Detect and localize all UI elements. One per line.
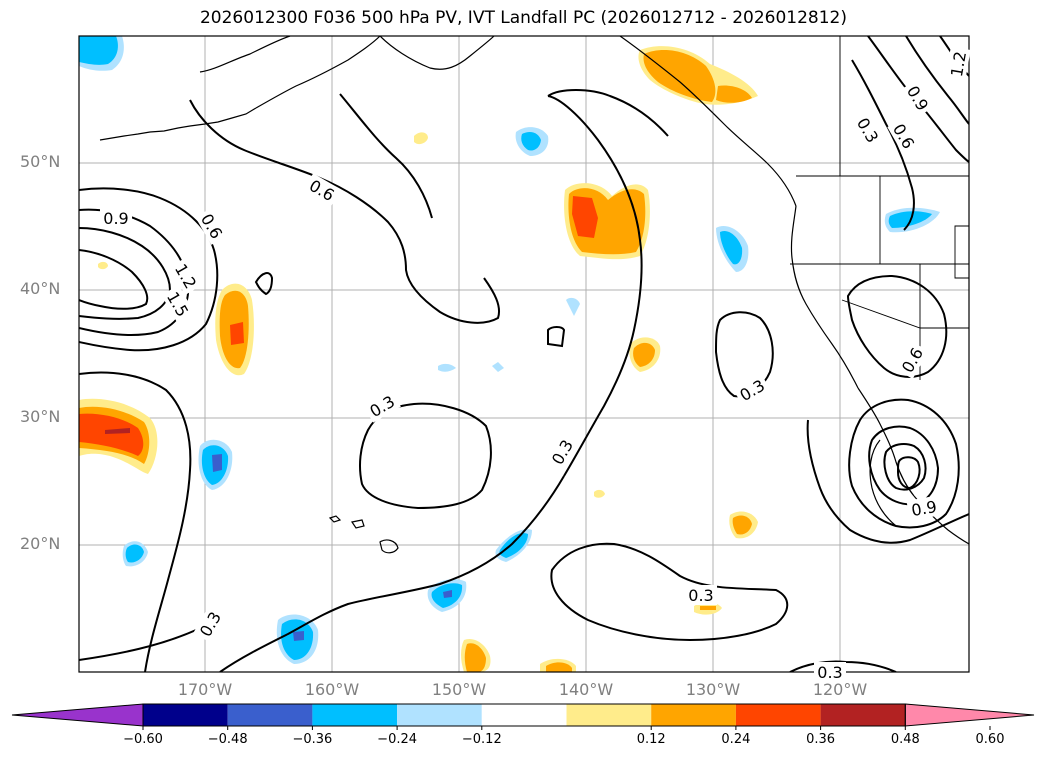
lat-label-30n: 30°N <box>20 407 61 426</box>
colorbar-outline <box>142 703 906 727</box>
colorbar-tick-label: −0.12 <box>461 732 502 747</box>
colorbar-segment <box>397 704 482 726</box>
contour-label: 0.3 <box>688 586 713 605</box>
colorbar-tick-label: 0.60 <box>975 732 1005 747</box>
contour-label-background <box>945 46 971 82</box>
contour-label-background <box>363 389 401 423</box>
lat-label-40n: 40°N <box>20 279 61 298</box>
lon-label-150w: 150°W <box>431 680 487 699</box>
contour-label-background <box>161 285 195 323</box>
contour-label-background <box>851 111 885 149</box>
negative-anomaly-fills <box>79 36 940 664</box>
contour-label-background <box>901 79 935 117</box>
contour-label-background <box>100 208 132 228</box>
colorbar-segment <box>481 704 567 726</box>
colorbar-segment <box>651 704 736 726</box>
contour-label: 0.9 <box>910 497 938 520</box>
lon-label-170w: 170°W <box>177 680 233 699</box>
colorbar-tick-label: −0.24 <box>377 732 418 747</box>
contour-label-background <box>814 662 846 682</box>
lat-label-20n: 20°N <box>20 534 61 553</box>
contour-label-background <box>169 257 203 295</box>
colorbar-segment <box>143 704 228 726</box>
colorbar-tick-label: −0.48 <box>207 732 248 747</box>
lat-label-50n: 50°N <box>20 152 61 171</box>
lon-label-160w: 160°W <box>304 680 360 699</box>
contour-label-background <box>193 605 227 643</box>
contour-label-background <box>906 495 942 521</box>
colorbar-min-extension <box>11 703 144 727</box>
colorbar-max-extension <box>904 703 1035 727</box>
contour-label-background <box>685 585 717 605</box>
colorbar-segment <box>227 704 313 726</box>
colorbar-tick-label: −0.60 <box>123 732 163 747</box>
contour-label: 0.9 <box>103 209 128 228</box>
colorbar-tick-label: 0.24 <box>721 732 751 747</box>
contour-label-background <box>733 373 771 407</box>
contour-label-background <box>195 207 229 245</box>
contour-label: 1.2 <box>947 50 970 78</box>
contour-label-background <box>303 173 341 207</box>
positive-anomaly-fills <box>79 46 758 672</box>
map-title: 2026012300 F036 500 hPa PV, IVT Landfall… <box>199 8 847 28</box>
colorbar-tick-label: 0.48 <box>890 732 920 747</box>
contour-label-background <box>887 117 921 155</box>
colorbar-segment <box>566 704 652 726</box>
contour-label-background <box>895 341 929 379</box>
contour-label-background <box>545 433 579 471</box>
colorbar <box>11 703 1035 730</box>
contour-label: 0.3 <box>817 663 842 682</box>
colorbar-tick-label: 0.12 <box>636 732 666 747</box>
colorbar-segment <box>312 704 398 726</box>
colorbar-tick-label: −0.36 <box>292 732 333 747</box>
lon-label-130w: 130°W <box>685 680 741 699</box>
lon-label-120w: 120°W <box>812 680 868 699</box>
lon-label-140w: 140°W <box>558 680 614 699</box>
map-border <box>78 35 970 673</box>
colorbar-segment <box>820 704 906 726</box>
colorbar-tick-label: 0.36 <box>806 732 836 747</box>
colorbar-segment <box>735 704 821 726</box>
coastlines <box>99 36 969 554</box>
